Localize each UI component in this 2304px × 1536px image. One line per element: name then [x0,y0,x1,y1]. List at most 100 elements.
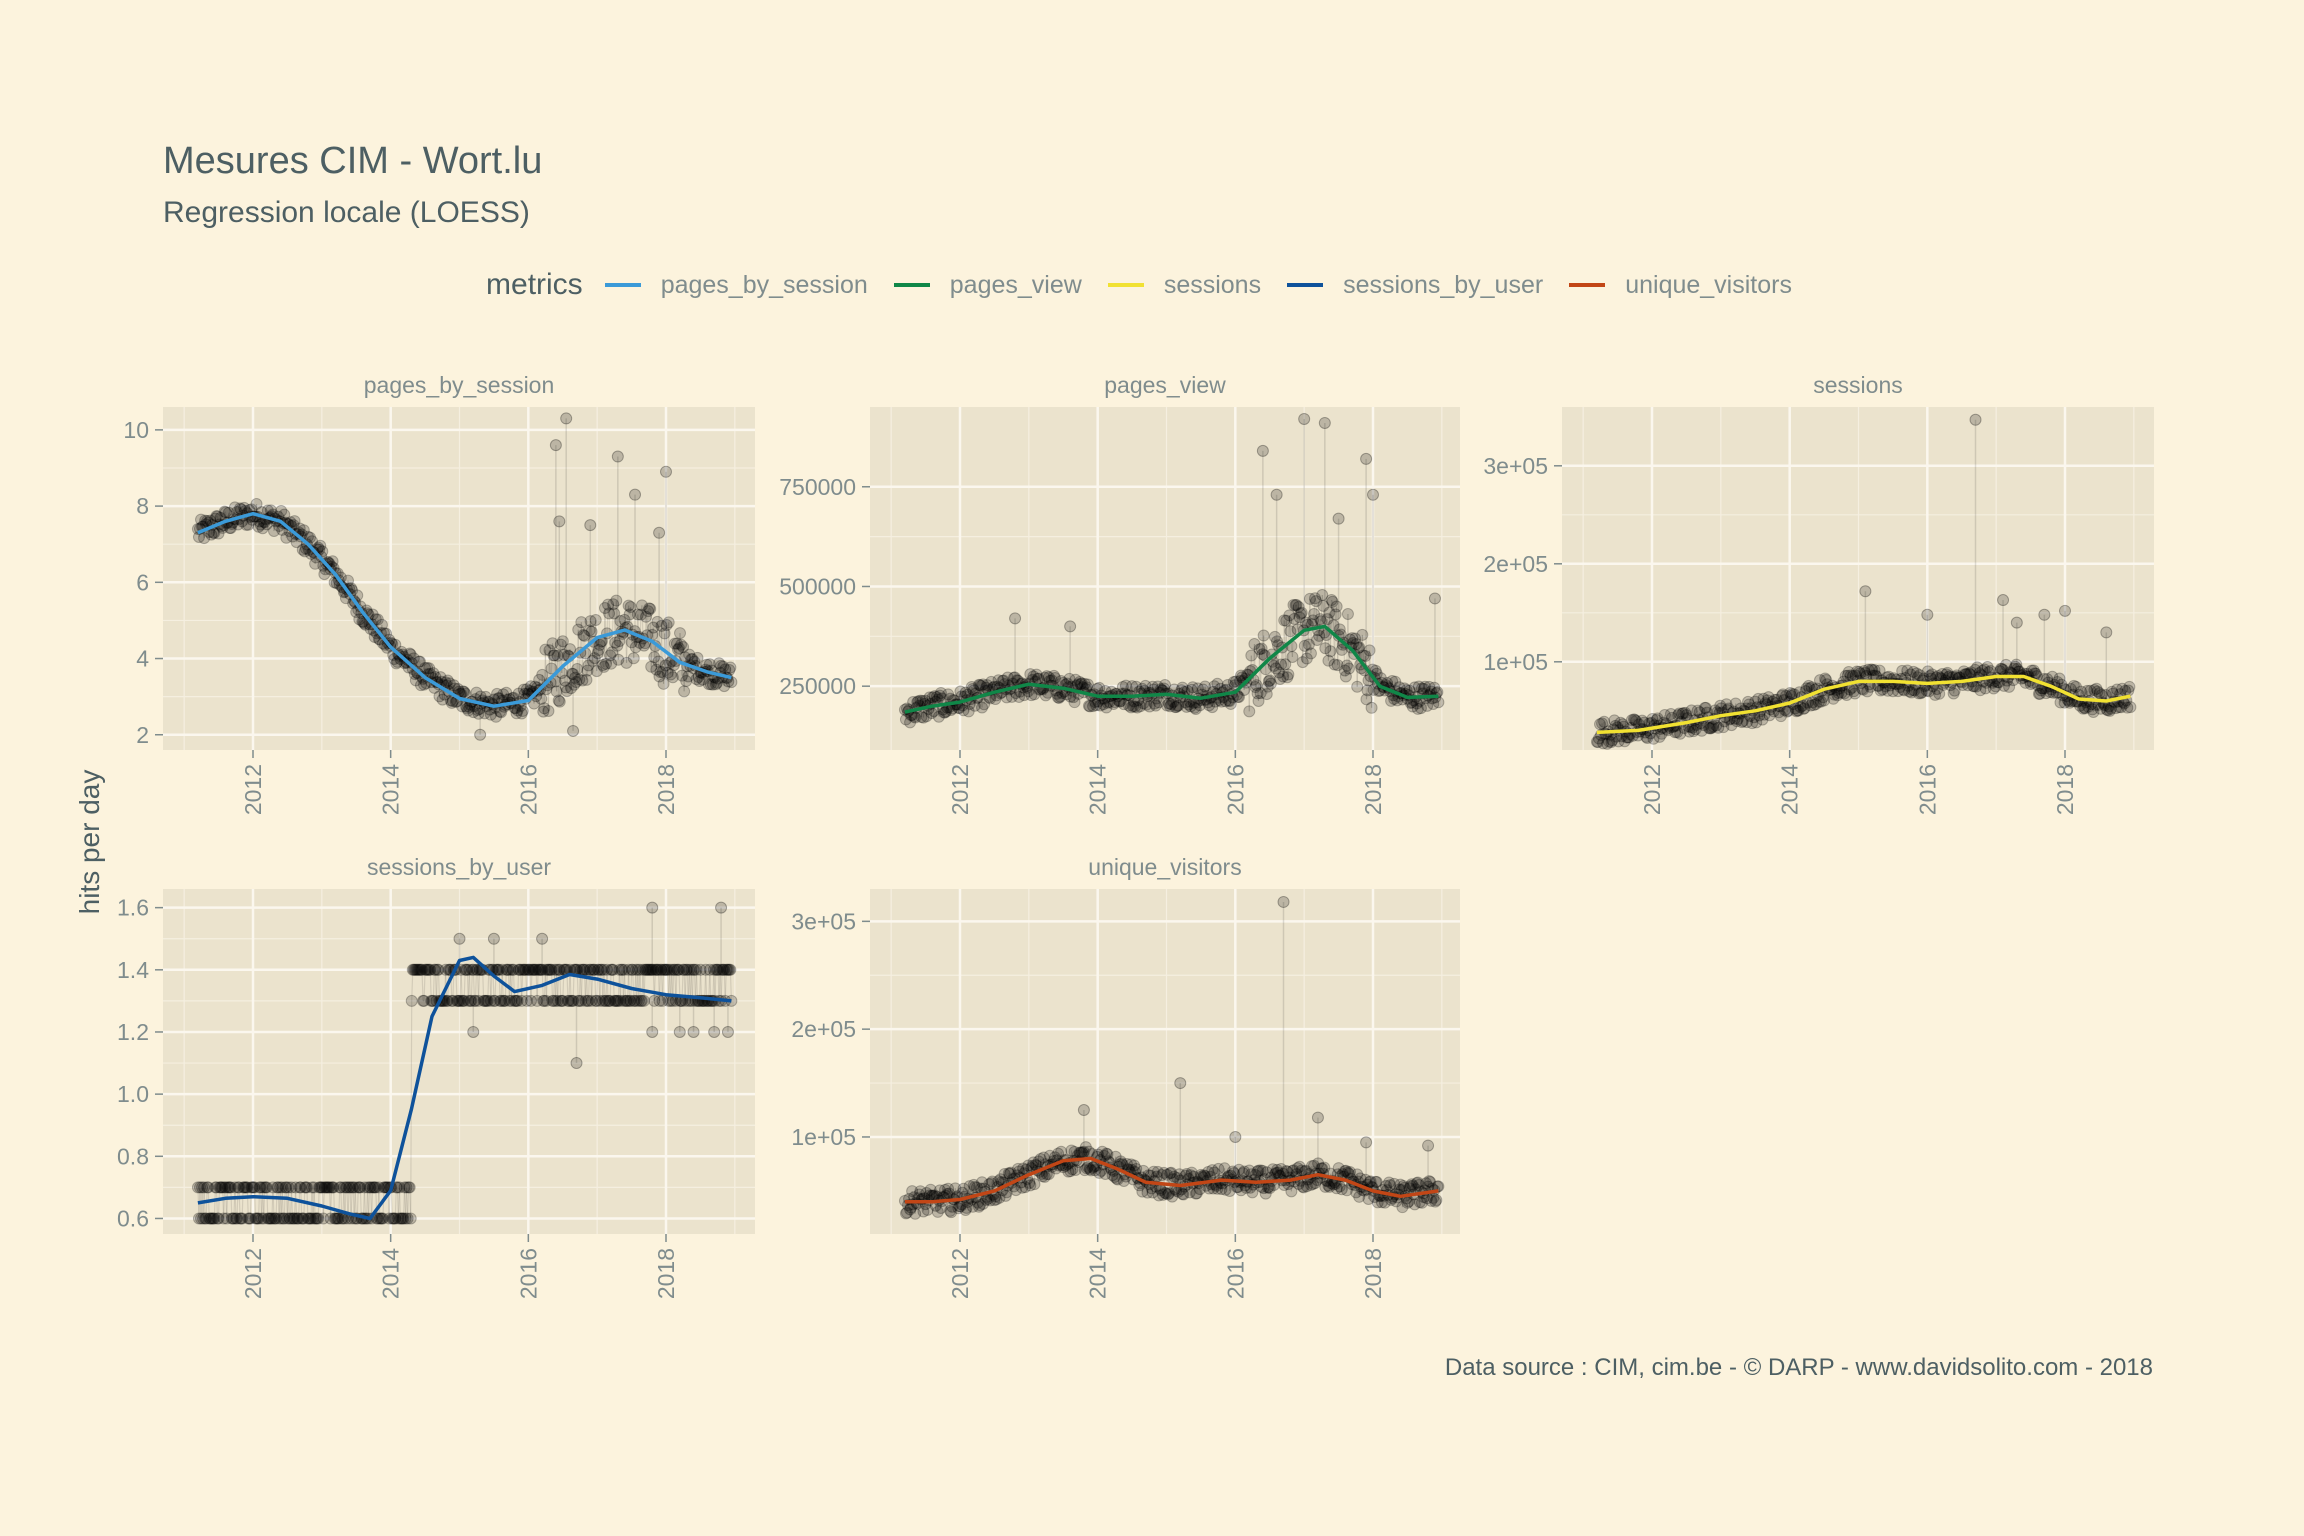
data-point [458,994,471,1007]
data-point [210,1181,223,1194]
data-point [2100,703,2113,716]
data-point [512,963,525,976]
data-point [1286,650,1299,663]
data-point [553,963,566,976]
data-point [317,1212,330,1225]
data-point [316,1181,329,1194]
data-point [573,994,586,1007]
data-point [2093,687,2106,700]
data-point [1351,680,1364,693]
data-point [1797,702,1810,715]
data-point [366,608,379,621]
data-point [1100,701,1113,714]
data-point [293,522,306,535]
data-point [1408,681,1421,694]
data-point [1915,686,1928,699]
data-point [366,1181,379,1194]
data-point [1245,649,1258,662]
data-point [900,1206,913,1219]
x-tick-label: 2014 [1085,1248,1111,1299]
x-tick-label: 2018 [2052,764,2078,815]
data-point [1319,642,1332,655]
data-point [1330,600,1343,613]
data-point [1274,673,1287,686]
data-point [1677,707,1690,720]
data-point [1211,677,1224,690]
data-point [392,1212,405,1225]
data-point [1636,714,1649,727]
data-point [1262,675,1275,688]
data-point [556,994,569,1007]
data-point [1236,671,1249,684]
data-point [295,1212,308,1225]
data-point [1363,644,1376,657]
data-point [1847,685,1860,698]
data-point [578,629,591,642]
data-point [409,963,422,976]
data-point [275,504,288,517]
data-point [199,1212,212,1225]
data-point [312,1212,325,1225]
data-point [205,1212,218,1225]
data-point [616,963,629,976]
outlier-point [1298,412,1311,425]
data-point [649,963,662,976]
data-point [462,704,475,717]
panel-pages-by-session: pages_by_session 2 4 6 8 10 2012 2014 2016 2018 [123,372,755,815]
data-point [1658,708,1671,721]
data-point [421,963,434,976]
data-point [344,1181,357,1194]
legend-label-sessions: sessions [1163,270,1262,299]
data-point [1948,684,1961,697]
data-point [284,1212,297,1225]
data-point [290,1212,303,1225]
data-point [1850,665,1863,678]
data-point [528,963,541,976]
data-point [1907,665,1920,678]
data-point [1255,642,1268,655]
data-point [504,963,517,976]
data-point [613,635,626,648]
data-point [1003,1167,1016,1180]
data-point [607,598,620,611]
data-point [274,1181,287,1194]
data-point [568,678,581,691]
outlier-point [549,439,562,452]
y-tick-label: 3e+05 [791,908,856,934]
data-point [716,963,729,976]
data-point [1807,698,1820,711]
legend-label-pages-view: pages_view [949,270,1082,299]
data-point [327,1181,340,1194]
data-point [1706,721,1719,734]
data-point [998,1168,1011,1181]
panel-title-unique-visitors: unique_visitors [1088,854,1241,880]
data-point [636,963,649,976]
data-point [1277,670,1290,683]
data-point [1705,722,1718,735]
data-point [1794,700,1807,713]
data-point [662,616,675,629]
data-point [342,574,355,587]
data-point [1023,1176,1036,1189]
data-point [983,1178,996,1191]
data-point [1969,663,1982,676]
data-point [443,677,456,690]
data-point [561,994,574,1007]
data-point [1290,598,1303,611]
data-point [650,663,663,676]
data-point [904,1203,917,1216]
data-point [324,1212,337,1225]
data-point [368,1181,381,1194]
data-point [690,673,703,686]
data-point [212,1212,225,1225]
y-tick-label: 1.6 [117,895,149,921]
data-point [199,514,212,527]
data-point [965,680,978,693]
data-point [1331,659,1344,672]
data-point [999,1189,1012,1202]
data-point [1288,612,1301,625]
data-point [234,1212,247,1225]
data-point [678,963,691,976]
data-point [682,670,695,683]
data-point [306,1181,319,1194]
